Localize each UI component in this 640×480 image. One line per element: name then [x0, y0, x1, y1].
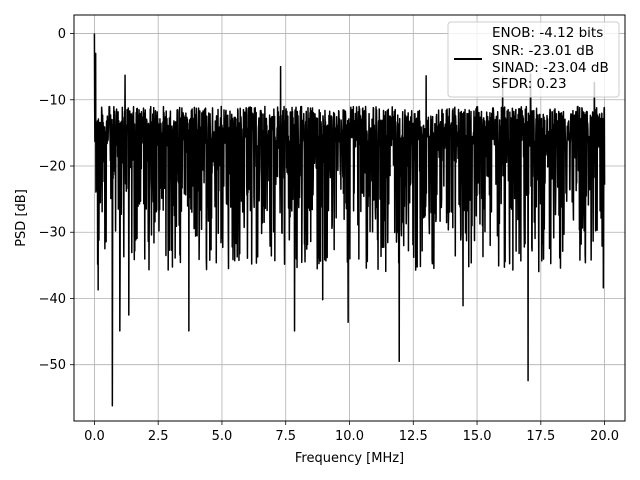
x-tick-label: 2.5 [148, 429, 169, 444]
y-tick-label: −50 [39, 358, 66, 373]
x-tick-label: 15.0 [463, 429, 492, 444]
y-axis-label: PSD [dB] [14, 189, 29, 247]
x-tick-label: 17.5 [526, 429, 555, 444]
x-axis-label: Frequency [MHz] [295, 451, 404, 466]
x-tick-label: 12.5 [399, 429, 428, 444]
x-tick-label: 0.0 [84, 429, 105, 444]
legend-box [447, 21, 620, 98]
x-tick-label: 5.0 [212, 429, 233, 444]
legend-entry-snr: SNR: -23.01 dB [492, 43, 594, 59]
legend-entry-sinad: SINAD: -23.04 dB [492, 60, 609, 76]
series-layer [93, 33, 606, 407]
y-tick-label: −10 [39, 93, 66, 108]
y-tick-label: −30 [39, 226, 66, 241]
legend-entry-enob: ENOB: -4.12 bits [492, 25, 603, 41]
tick-layer: 0.0 2.5 5.0 7.5 10.0 12.5 15.0 17.5 20.0 0 −10 −20 −… [39, 27, 620, 444]
legend-entry-sfdr: SFDR: 0.23 [492, 76, 567, 92]
x-tick-label: 20.0 [590, 429, 619, 444]
x-tick-label: 7.5 [275, 429, 296, 444]
psd-series-line [93, 33, 606, 407]
y-tick-label: −40 [39, 292, 66, 307]
legend: ENOB: -4.12 bits SNR: -23.01 dB SINAD: -… [447, 21, 620, 98]
y-tick-label: 0 [58, 27, 66, 42]
x-tick-label: 10.0 [335, 429, 364, 444]
y-tick-label: −20 [39, 160, 66, 175]
